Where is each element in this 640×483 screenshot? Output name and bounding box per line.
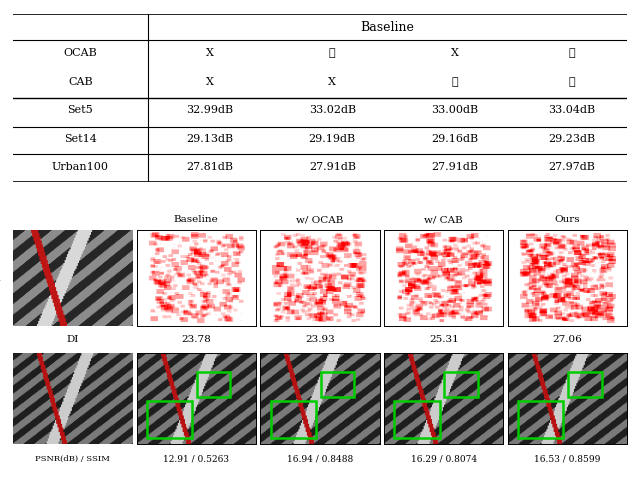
- Text: 32.99dB: 32.99dB: [186, 105, 233, 115]
- Text: X: X: [328, 77, 336, 86]
- Text: 16.53 / 0.8599: 16.53 / 0.8599: [534, 455, 601, 463]
- Text: ✓: ✓: [329, 48, 335, 58]
- Text: Baseline: Baseline: [361, 21, 415, 34]
- Text: 29.13dB: 29.13dB: [186, 134, 233, 144]
- Text: Ours: Ours: [555, 215, 580, 225]
- Text: 12.91 / 0.5263: 12.91 / 0.5263: [163, 455, 229, 463]
- Text: 29.23dB: 29.23dB: [548, 134, 595, 144]
- Text: OCAB: OCAB: [63, 48, 97, 58]
- Text: 27.06: 27.06: [553, 335, 582, 344]
- Text: Baseline: Baseline: [174, 215, 218, 225]
- Text: w/ OCAB: w/ OCAB: [296, 215, 344, 225]
- Bar: [271, 401, 316, 438]
- Bar: [321, 371, 354, 397]
- Text: 27.91dB: 27.91dB: [308, 162, 356, 172]
- Text: 23.78: 23.78: [181, 335, 211, 344]
- Text: 33.00dB: 33.00dB: [431, 105, 479, 115]
- Text: 25.31: 25.31: [429, 335, 459, 344]
- Text: 29.16dB: 29.16dB: [431, 134, 479, 144]
- Bar: [147, 401, 192, 438]
- Text: PSNR(dB) / SSIM: PSNR(dB) / SSIM: [35, 455, 110, 463]
- Bar: [196, 371, 230, 397]
- Text: w/ CAB: w/ CAB: [424, 215, 463, 225]
- Bar: [568, 371, 602, 397]
- Text: 33.04dB: 33.04dB: [548, 105, 595, 115]
- Text: 27.91dB: 27.91dB: [431, 162, 479, 172]
- Text: 16.94 / 0.8488: 16.94 / 0.8488: [287, 455, 353, 463]
- Text: X: X: [205, 48, 213, 58]
- Text: 27.97dB: 27.97dB: [548, 162, 595, 172]
- Text: 33.02dB: 33.02dB: [308, 105, 356, 115]
- Text: Set14: Set14: [64, 134, 97, 144]
- Text: 23.93: 23.93: [305, 335, 335, 344]
- Text: X: X: [451, 48, 459, 58]
- Text: Set5: Set5: [67, 105, 93, 115]
- Text: 27.81dB: 27.81dB: [186, 162, 233, 172]
- Text: ✓: ✓: [452, 77, 458, 86]
- Text: Urban100: Urban100: [52, 162, 109, 172]
- Bar: [444, 371, 478, 397]
- Text: X: X: [205, 77, 213, 86]
- Text: ✓: ✓: [568, 48, 575, 58]
- Text: 16.29 / 0.8074: 16.29 / 0.8074: [411, 455, 477, 463]
- Bar: [518, 401, 563, 438]
- Text: ✓: ✓: [568, 77, 575, 86]
- Text: CAB: CAB: [68, 77, 93, 86]
- Bar: [394, 401, 440, 438]
- Text: DI: DI: [66, 335, 79, 344]
- Text: 29.19dB: 29.19dB: [308, 134, 356, 144]
